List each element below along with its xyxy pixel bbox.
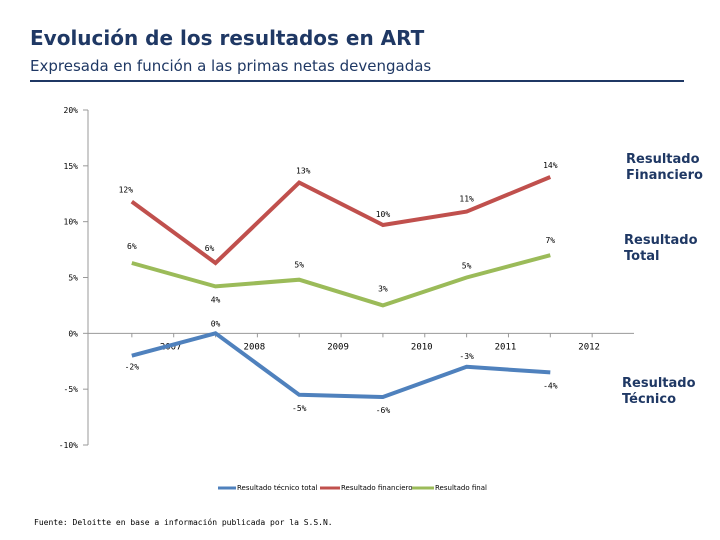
series-line [131, 331, 551, 400]
x-tick-label: 2012 [578, 342, 600, 352]
data-label: 14% [543, 161, 558, 170]
header-divider [30, 80, 684, 82]
x-tick-label: 2009 [327, 342, 349, 352]
data-label: -5% [292, 404, 307, 413]
data-label: 5% [462, 262, 472, 271]
legend-label: Resultado técnico total [237, 484, 318, 492]
y-tick-label: 20% [64, 106, 79, 115]
y-tick-label: 10% [64, 218, 79, 227]
legend-label: Resultado financiero [341, 484, 413, 492]
x-tick-label: 2008 [244, 342, 266, 352]
y-tick-label: 0% [68, 329, 78, 338]
data-label: 7% [545, 236, 555, 245]
page-title: Evolución de los resultados en ART [30, 26, 425, 50]
data-label: 3% [378, 284, 388, 293]
series-line [130, 175, 552, 266]
y-tick-label: 15% [64, 162, 79, 171]
data-label: 6% [205, 244, 215, 253]
y-tick-label: -5% [64, 385, 79, 394]
data-label: 13% [296, 167, 311, 176]
data-label: 11% [459, 195, 474, 204]
data-label: 0% [211, 319, 221, 328]
series-tag: Técnico [622, 392, 676, 407]
data-label: -4% [543, 381, 558, 390]
series-tag: Total [624, 249, 660, 264]
y-tick-label: 5% [68, 274, 78, 283]
data-label: -2% [125, 363, 140, 372]
data-label: 5% [294, 261, 304, 270]
x-tick-label: 2011 [495, 342, 517, 352]
series-tag: Financiero [626, 168, 703, 183]
series-tag: Resultado [626, 152, 700, 167]
series-line [131, 253, 551, 308]
data-label: -3% [459, 352, 474, 361]
page-subtitle: Expresada en función a las primas netas … [30, 57, 432, 75]
data-label: 4% [211, 295, 221, 304]
series-tag: Resultado [624, 233, 698, 248]
data-label: 12% [119, 186, 134, 195]
series-tag: Resultado [622, 376, 696, 391]
data-label: 6% [127, 242, 137, 251]
x-tick-label: 2010 [411, 342, 433, 352]
y-tick-label: -10% [59, 441, 78, 450]
legend-label: Resultado final [435, 484, 487, 492]
source-note: Fuente: Deloitte en base a información p… [34, 518, 333, 527]
data-label: -6% [376, 406, 391, 415]
data-label: 10% [376, 210, 391, 219]
